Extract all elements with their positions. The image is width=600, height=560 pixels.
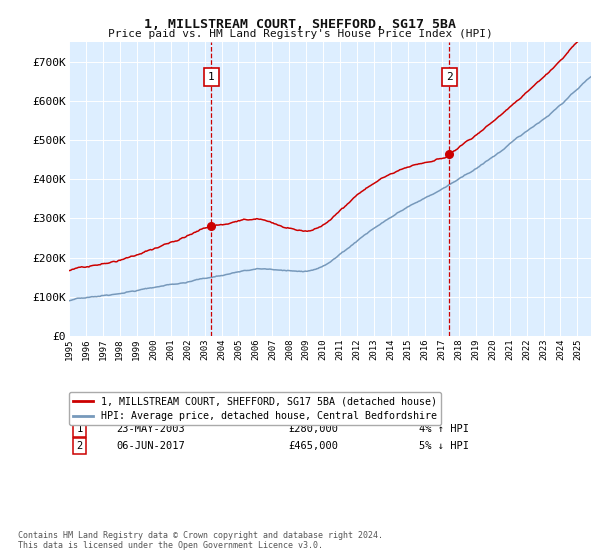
Text: 1: 1	[76, 423, 83, 433]
Text: 2: 2	[446, 72, 453, 82]
Text: £465,000: £465,000	[288, 441, 338, 451]
Text: 06-JUN-2017: 06-JUN-2017	[116, 441, 185, 451]
Text: 2: 2	[76, 441, 83, 451]
Text: £280,000: £280,000	[288, 423, 338, 433]
Text: Price paid vs. HM Land Registry's House Price Index (HPI): Price paid vs. HM Land Registry's House …	[107, 29, 493, 39]
Text: 1, MILLSTREAM COURT, SHEFFORD, SG17 5BA: 1, MILLSTREAM COURT, SHEFFORD, SG17 5BA	[144, 18, 456, 31]
Legend: 1, MILLSTREAM COURT, SHEFFORD, SG17 5BA (detached house), HPI: Average price, de: 1, MILLSTREAM COURT, SHEFFORD, SG17 5BA …	[69, 393, 441, 426]
Text: 5% ↓ HPI: 5% ↓ HPI	[419, 441, 469, 451]
Text: Contains HM Land Registry data © Crown copyright and database right 2024.
This d: Contains HM Land Registry data © Crown c…	[18, 530, 383, 550]
Text: 1: 1	[208, 72, 215, 82]
Text: 4% ↑ HPI: 4% ↑ HPI	[419, 423, 469, 433]
Text: 23-MAY-2003: 23-MAY-2003	[116, 423, 185, 433]
